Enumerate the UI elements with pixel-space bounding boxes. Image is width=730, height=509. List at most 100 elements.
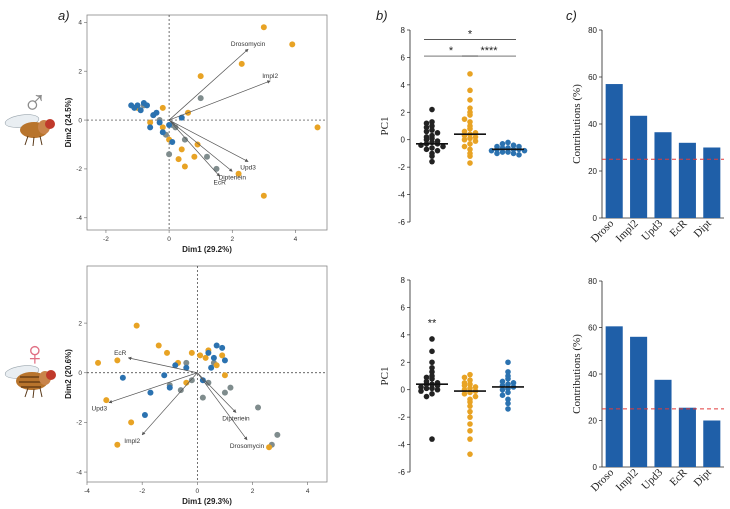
data-point-orange [238,60,245,67]
x-tick-label: Upd3 [639,217,665,243]
loading-arrow [197,372,248,441]
y-tick-label: 40 [588,370,597,379]
y-tick-label: 0 [401,136,406,145]
y-axis-title: Contributions (%) [571,84,583,164]
data-point-gray [429,336,435,342]
data-point-orange [472,393,479,400]
bar-Droso [605,84,623,218]
fly-legs [24,135,43,147]
y-tick-label: 0 [78,117,82,124]
x-tick-label: -4 [84,488,90,495]
y-tick-label: 6 [401,53,406,62]
x-tick-label: Dipt [692,218,714,240]
data-point-blue [169,139,176,146]
data-point-blue [505,149,511,155]
data-point-orange [159,124,166,131]
y-tick-label: 0 [78,370,82,377]
fly-eye [46,370,56,380]
data-point-orange [472,134,479,140]
pc1-female-chart: -6 -4 -2 0 2 4 6 8 PC1 ** [379,276,524,477]
data-point-orange [467,141,473,147]
y-tick-label: -4 [398,441,406,450]
data-point-blue [505,381,511,388]
data-point-orange [314,124,321,131]
data-point-gray [434,147,441,154]
data-point-gray [429,348,435,355]
female-fly-illustration: ♀ [4,335,56,399]
data-point-orange [221,372,228,379]
data-point-gray [227,384,234,391]
data-point-gray [274,431,281,438]
data-point-orange [103,397,110,404]
data-point-orange [467,112,473,118]
x-tick-label: 0 [167,236,171,243]
data-point-orange [133,322,140,329]
x-tick-label: Impl2 [614,218,641,245]
loading-arrow [197,372,237,413]
data-point-gray [423,136,430,143]
data-point-gray [221,389,228,396]
data-point-blue [505,139,511,146]
y-tick-label: -2 [398,413,406,422]
pca-female-chart: -4 -2 0 2 4 -4 -2 0 2 EcR Upd3 Impl2 Dipteriein Droso… [64,265,328,506]
loading-arrow [168,119,233,172]
x-tick-label: 4 [306,488,310,495]
data-point-gray [429,359,435,366]
data-point-gray [423,146,430,153]
bar-Dipt [703,147,721,218]
y-tick-label: 4 [78,20,82,27]
plot-frame [86,265,328,483]
data-point-blue [137,107,144,114]
data-point-blue [159,129,166,136]
data-point-orange [467,436,473,442]
y-axis-title: Contributions (%) [571,334,583,414]
data-point-blue [208,364,215,371]
fly-eye [45,119,55,129]
y-tick-label: 0 [593,463,598,472]
data-point-blue [510,150,517,157]
loading-label: Upd3 [240,165,256,172]
data-point-orange [191,153,198,160]
data-point-gray [199,394,206,401]
y-tick-label: -6 [398,468,406,477]
data-point-blue [494,150,500,157]
data-point-blue [505,400,511,407]
data-point-gray [204,153,210,160]
data-point-orange [289,41,296,48]
data-point-orange [467,408,473,415]
loading-arrow [108,372,198,404]
y-tick-label: -4 [76,215,82,222]
data-point-orange [467,153,473,159]
x-axis-title: Dim1 (29.2%) [182,245,232,254]
bar-Droso [605,326,623,467]
data-point-orange [155,342,162,349]
loading-arrow [127,356,198,374]
loading-arrow [168,119,249,162]
bar-EcR [678,142,696,218]
loading-label: EcR [114,350,127,357]
data-point-gray [429,123,435,129]
data-point-gray [434,130,441,136]
plot-frame [86,14,328,231]
data-point-gray [429,127,435,133]
data-point-orange [178,146,185,153]
data-point-gray [434,386,441,393]
data-point-gray [183,359,190,366]
data-point-blue [499,386,506,393]
bar-Impl2 [630,115,648,218]
data-point-orange [467,160,473,166]
data-point-orange [467,97,473,103]
data-point-orange [219,352,226,359]
data-point-orange [188,349,195,356]
data-point-blue [205,349,212,356]
panel-label-c: c) [566,8,577,23]
data-point-gray [429,153,435,159]
y-tick-label: 80 [588,26,597,35]
loading-label: Drosomycin [231,41,266,48]
data-point-blue [172,362,179,369]
data-point-blue [510,142,517,148]
data-point-orange [128,419,135,426]
